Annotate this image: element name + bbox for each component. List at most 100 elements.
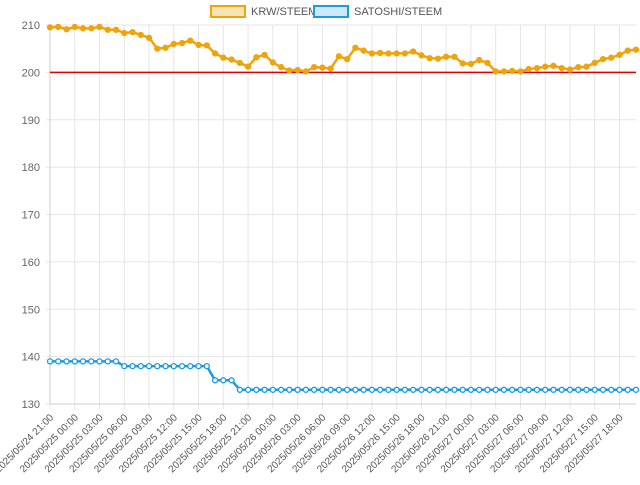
y-tick-label: 190 bbox=[22, 115, 40, 127]
data-point-krw-steem bbox=[401, 50, 409, 57]
data-point-satoshi-steem bbox=[583, 386, 590, 393]
data-point-satoshi-steem bbox=[286, 386, 293, 393]
data-point-krw-steem bbox=[277, 64, 285, 71]
data-point-krw-steem bbox=[632, 46, 640, 53]
data-point-satoshi-steem bbox=[121, 362, 128, 370]
data-point-satoshi-steem bbox=[261, 386, 268, 393]
data-point-krw-steem bbox=[509, 67, 516, 75]
data-point-krw-steem bbox=[162, 44, 169, 51]
data-point-krw-steem bbox=[591, 59, 598, 67]
data-point-krw-steem bbox=[542, 63, 549, 70]
data-point-krw-steem bbox=[517, 68, 524, 75]
data-point-satoshi-steem bbox=[451, 386, 458, 393]
data-point-krw-steem bbox=[170, 40, 177, 48]
data-point-krw-steem bbox=[195, 41, 202, 49]
data-point-satoshi-steem bbox=[310, 386, 318, 393]
data-point-satoshi-steem bbox=[211, 377, 219, 384]
data-point-satoshi-steem bbox=[170, 362, 177, 370]
data-point-satoshi-steem bbox=[112, 358, 120, 365]
data-point-satoshi-steem bbox=[418, 386, 425, 393]
data-point-satoshi-steem bbox=[335, 386, 343, 393]
data-point-satoshi-steem bbox=[63, 358, 70, 365]
data-point-satoshi-steem bbox=[476, 386, 483, 393]
data-point-satoshi-steem bbox=[269, 386, 276, 393]
data-point-krw-steem bbox=[608, 54, 615, 61]
legend-swatch-satoshi-steem bbox=[313, 5, 349, 18]
data-point-krw-steem bbox=[616, 51, 623, 58]
data-point-krw-steem bbox=[112, 26, 120, 33]
data-point-krw-steem bbox=[426, 55, 433, 62]
data-point-krw-steem bbox=[55, 23, 62, 31]
data-point-satoshi-steem bbox=[55, 358, 62, 365]
series-line-krw-steem bbox=[49, 25, 637, 73]
data-point-satoshi-steem bbox=[492, 386, 499, 393]
data-point-satoshi-steem bbox=[558, 386, 565, 393]
data-point-satoshi-steem bbox=[203, 362, 210, 370]
data-point-satoshi-steem bbox=[434, 386, 442, 393]
data-point-satoshi-steem bbox=[591, 386, 598, 393]
data-point-krw-steem bbox=[104, 26, 111, 33]
data-point-satoshi-steem bbox=[525, 386, 532, 393]
data-point-krw-steem bbox=[434, 55, 442, 62]
data-point-satoshi-steem bbox=[154, 362, 161, 370]
data-point-krw-steem bbox=[575, 64, 582, 71]
data-point-satoshi-steem bbox=[467, 386, 475, 393]
y-tick-label: 150 bbox=[22, 304, 40, 316]
data-point-krw-steem bbox=[343, 55, 351, 63]
data-point-satoshi-steem bbox=[517, 386, 524, 393]
data-point-satoshi-steem bbox=[426, 386, 433, 393]
data-point-krw-steem bbox=[443, 53, 450, 60]
data-point-satoshi-steem bbox=[277, 386, 285, 393]
data-point-krw-steem bbox=[319, 64, 326, 71]
data-point-satoshi-steem bbox=[385, 386, 392, 393]
data-point-krw-steem bbox=[393, 50, 400, 57]
data-point-satoshi-steem bbox=[96, 358, 103, 365]
data-point-satoshi-steem bbox=[484, 386, 491, 393]
data-point-satoshi-steem bbox=[104, 358, 111, 365]
data-point-krw-steem bbox=[558, 64, 565, 72]
data-point-satoshi-steem bbox=[137, 362, 144, 370]
data-point-krw-steem bbox=[203, 42, 210, 49]
data-point-satoshi-steem bbox=[599, 386, 607, 393]
legend-label-satoshi-steem: SATOSHI/STEEM bbox=[354, 6, 442, 18]
data-point-krw-steem bbox=[211, 50, 219, 57]
data-point-krw-steem bbox=[484, 59, 491, 67]
data-point-krw-steem bbox=[96, 23, 103, 31]
data-point-satoshi-steem bbox=[319, 386, 326, 393]
y-tick-label: 170 bbox=[22, 210, 40, 222]
data-point-satoshi-steem bbox=[410, 386, 417, 393]
data-point-satoshi-steem bbox=[360, 386, 367, 393]
data-point-satoshi-steem bbox=[162, 362, 169, 370]
data-point-krw-steem bbox=[302, 68, 310, 75]
data-point-krw-steem bbox=[368, 50, 376, 57]
data-point-satoshi-steem bbox=[343, 386, 351, 393]
data-point-krw-steem bbox=[500, 68, 508, 75]
data-point-krw-steem bbox=[137, 31, 144, 39]
data-point-krw-steem bbox=[327, 65, 334, 72]
data-point-krw-steem bbox=[145, 34, 153, 41]
legend-swatch-krw-steem bbox=[210, 5, 246, 18]
data-point-krw-steem bbox=[418, 52, 425, 59]
data-point-krw-steem bbox=[79, 25, 87, 32]
data-point-krw-steem bbox=[492, 68, 499, 75]
data-point-krw-steem bbox=[178, 39, 186, 47]
data-point-krw-steem bbox=[88, 25, 95, 32]
y-tick-label: 210 bbox=[22, 20, 40, 32]
data-point-satoshi-steem bbox=[187, 362, 194, 370]
data-point-satoshi-steem bbox=[632, 386, 640, 393]
data-point-krw-steem bbox=[352, 44, 359, 51]
data-point-satoshi-steem bbox=[566, 386, 574, 393]
data-point-krw-steem bbox=[236, 59, 243, 67]
data-point-krw-steem bbox=[335, 53, 343, 60]
data-point-satoshi-steem bbox=[500, 386, 508, 393]
data-point-krw-steem bbox=[459, 60, 466, 67]
data-point-satoshi-steem bbox=[443, 386, 450, 393]
data-point-satoshi-steem bbox=[129, 362, 136, 370]
data-point-krw-steem bbox=[261, 51, 268, 58]
data-point-krw-steem bbox=[360, 47, 367, 54]
data-point-krw-steem bbox=[310, 64, 318, 71]
data-point-krw-steem bbox=[376, 49, 384, 57]
data-point-satoshi-steem bbox=[220, 377, 227, 384]
data-point-krw-steem bbox=[154, 45, 161, 52]
